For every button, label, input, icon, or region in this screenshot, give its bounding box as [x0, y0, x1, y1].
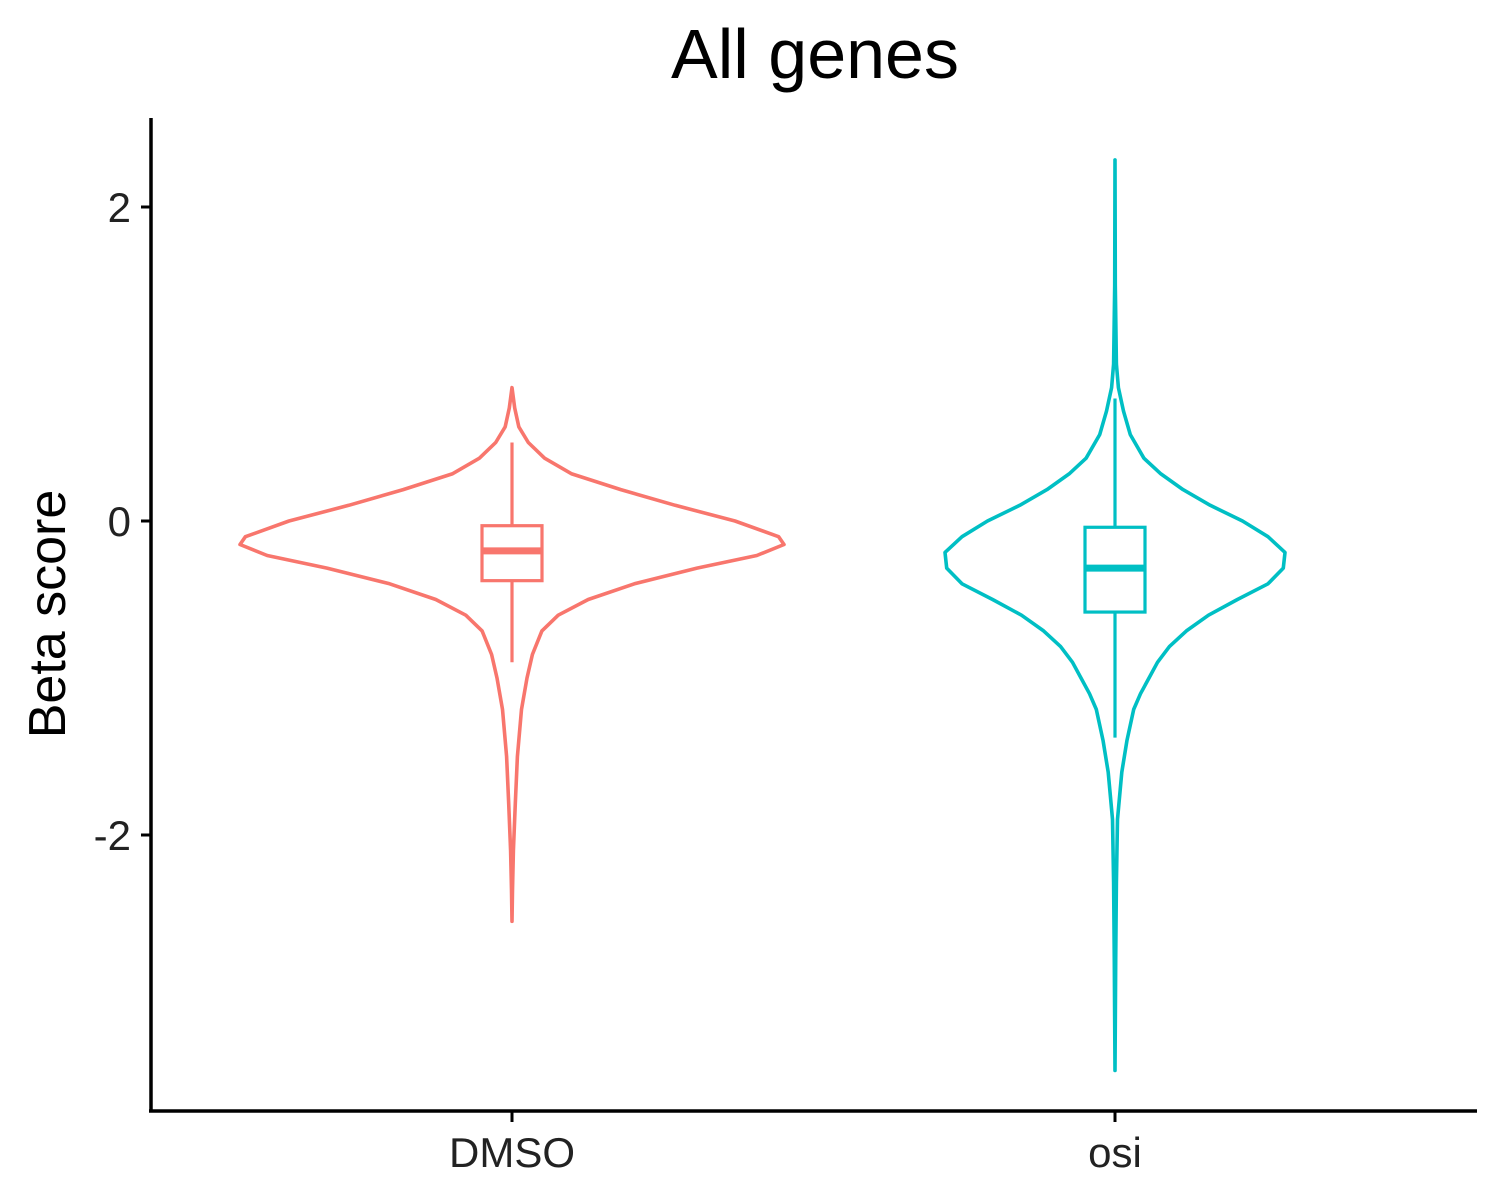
y-axis-ticks: 2 0 -2 — [94, 184, 151, 859]
violin-outline — [943, 158, 1287, 1073]
chart-title: All genes — [671, 15, 959, 93]
y-tick-label: 2 — [108, 184, 131, 231]
y-axis-label: Beta score — [19, 490, 77, 739]
y-tick-label: -2 — [94, 812, 131, 859]
violin-group-osi — [943, 158, 1287, 1073]
y-tick-label: 0 — [108, 498, 131, 545]
x-tick-label: osi — [1088, 1129, 1142, 1176]
plot-area — [238, 158, 1287, 1073]
violin-group-dmso — [238, 385, 786, 924]
x-axis-ticks: DMSO osi — [449, 1111, 1142, 1176]
violin-outline — [238, 385, 786, 924]
x-tick-label: DMSO — [449, 1129, 575, 1176]
